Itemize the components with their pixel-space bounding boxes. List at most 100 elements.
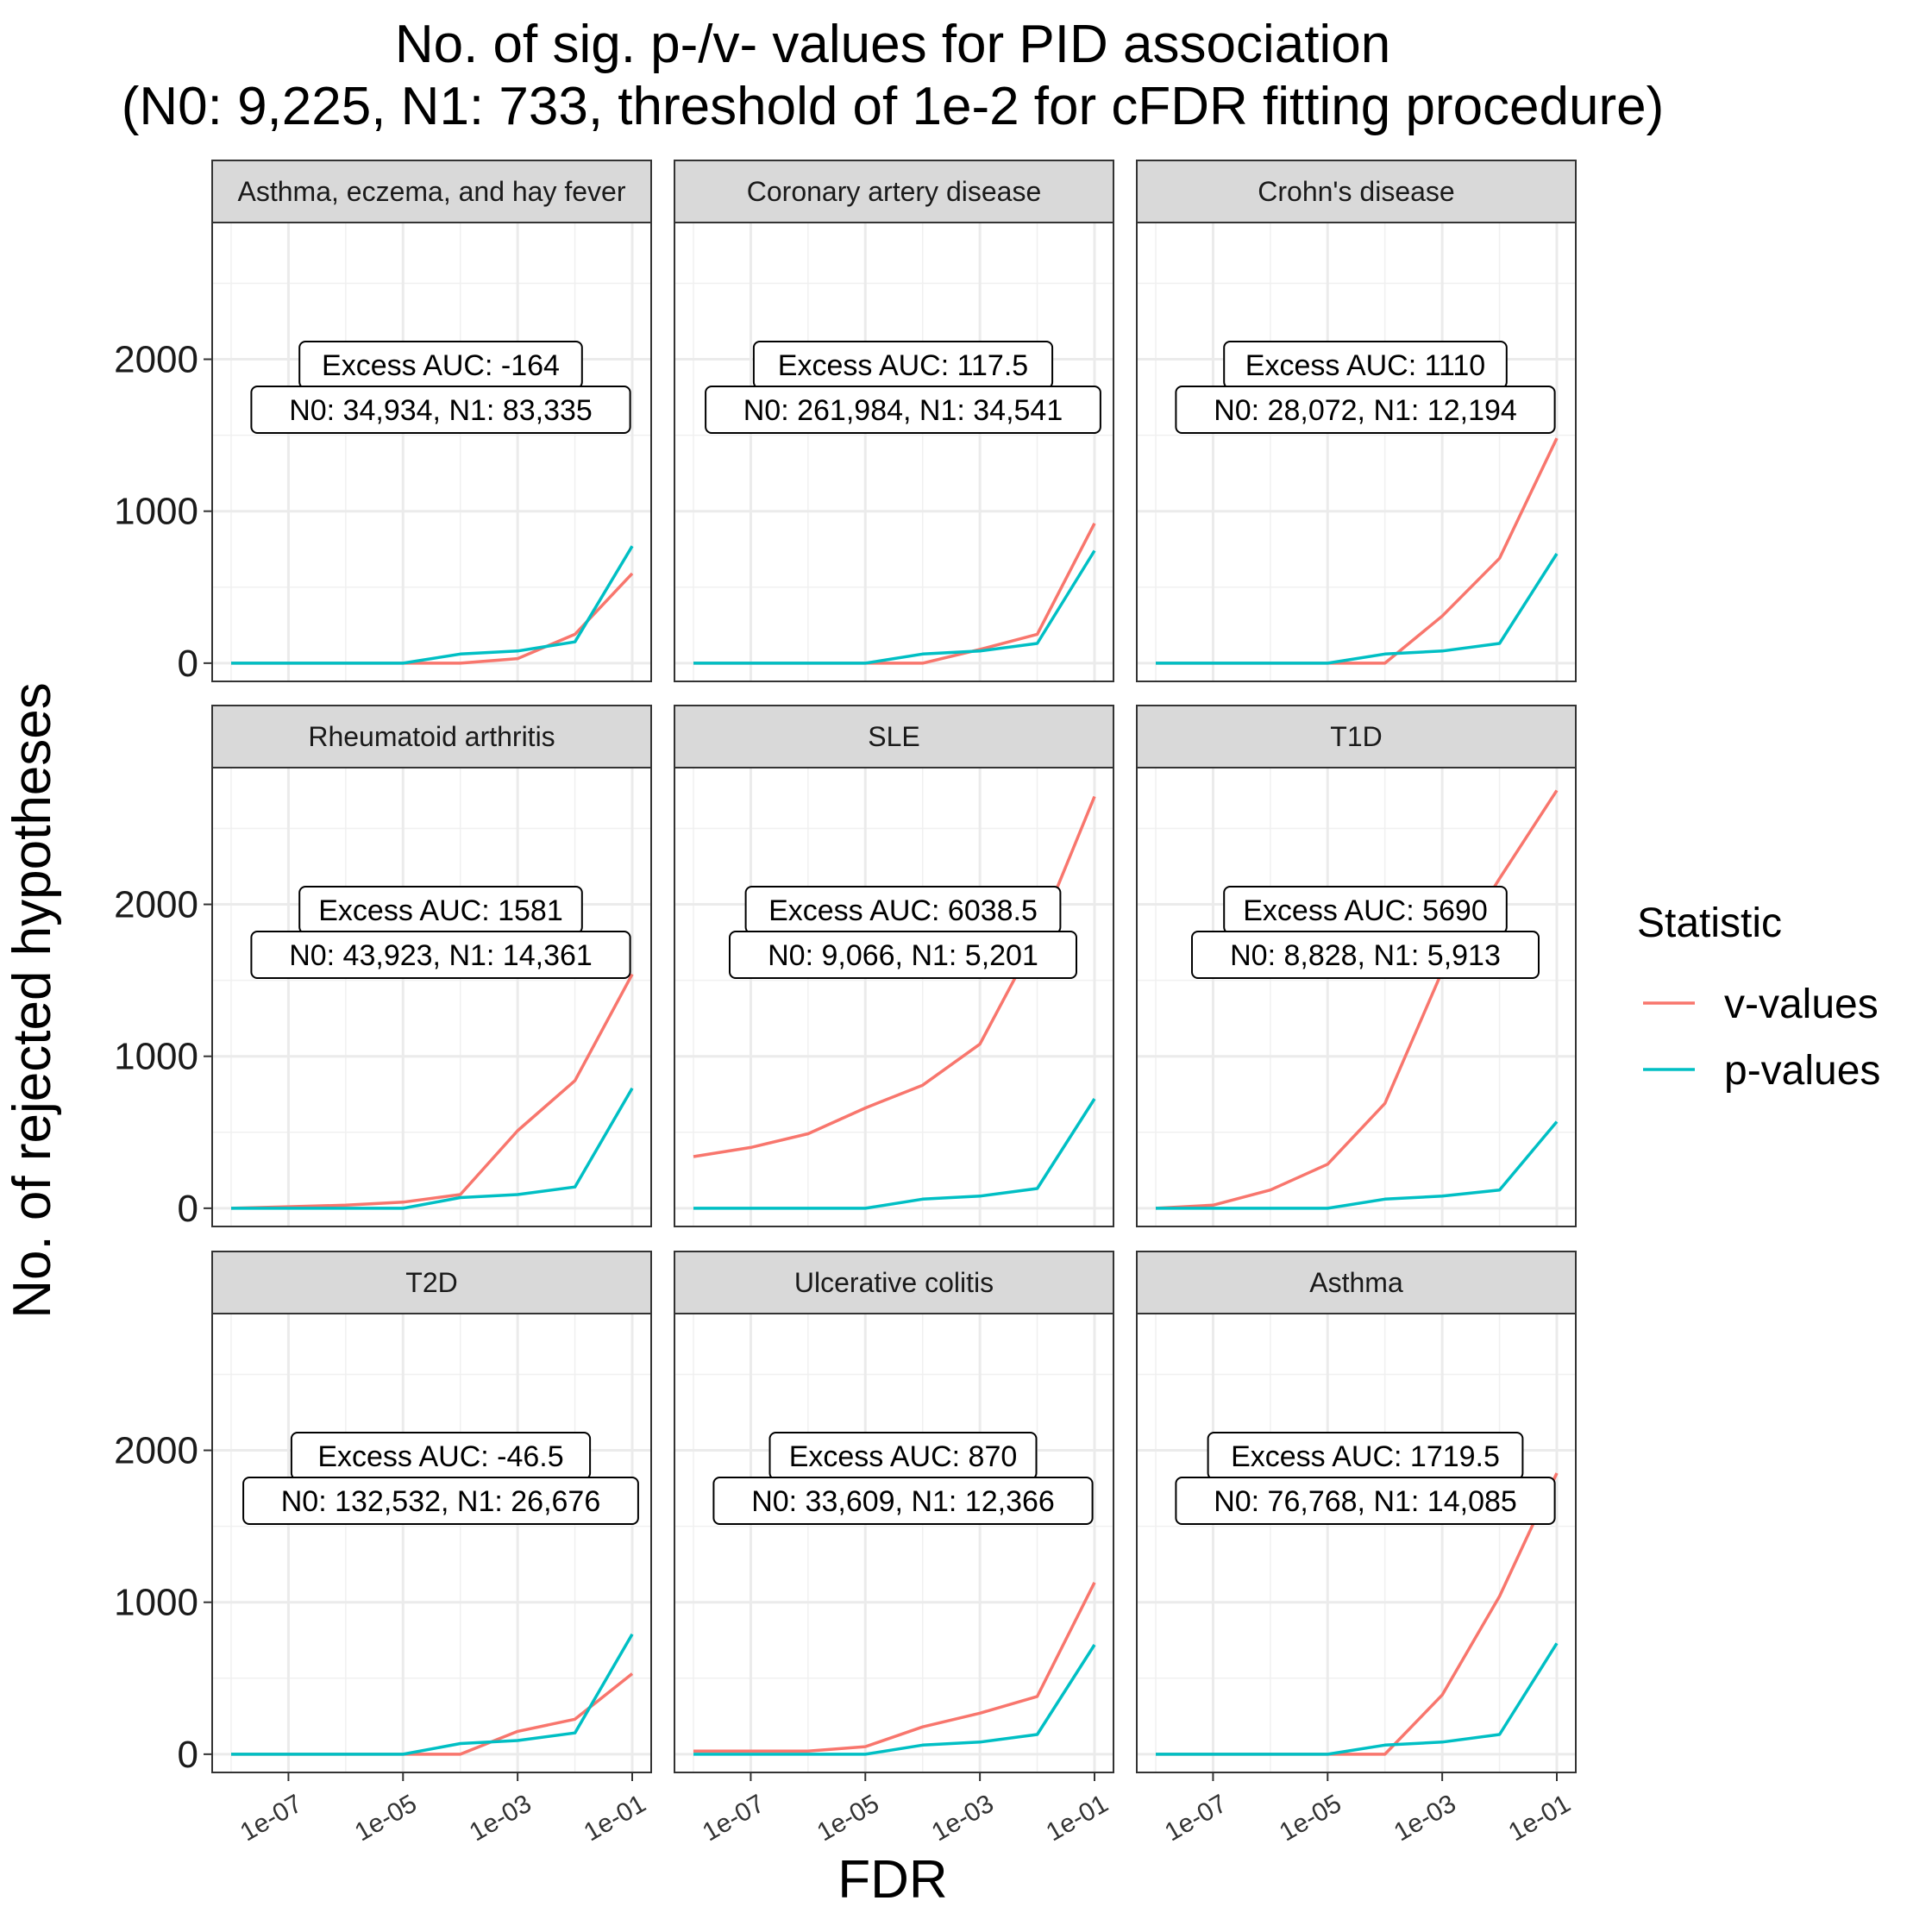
series-line-p-values (231, 1087, 634, 1210)
annotation-text: N0: 43,923, N1: 14,361 (289, 939, 593, 972)
annotation-text: N0: 28,072, N1: 12,194 (1214, 394, 1517, 427)
series-line-p-values (231, 1633, 634, 1756)
panel-border (211, 767, 652, 1227)
annotation-label: N0: 43,923, N1: 14,361 (250, 931, 631, 979)
x-tick-label: 1e-01 (1042, 1789, 1113, 1847)
annotation-text: Excess AUC: -46.5 (317, 1440, 563, 1473)
legend: Statistic v-values p-values (1637, 900, 1880, 1094)
facet-label: Ulcerative colitis (794, 1267, 994, 1298)
annotation-text: Excess AUC: 1110 (1245, 349, 1485, 382)
facet-panel: Asthma, eczema, and hay fever Excess AUC:… (114, 160, 652, 685)
panel-border (674, 222, 1114, 682)
facet-label: Coronary artery disease (747, 176, 1041, 207)
panel-border (211, 1313, 652, 1773)
x-tick-label: 1e-03 (927, 1789, 999, 1847)
facet-label: Crohn's disease (1258, 176, 1454, 207)
facet-panel: Rheumatoid arthritis Excess AUC: 1581 N0: … (114, 705, 652, 1230)
facet-panel: SLE Excess AUC: 6038.5 N0: 9,066, N1: 5,20… (674, 705, 1114, 1227)
annotation-label: Excess AUC: -164 (298, 341, 583, 389)
facet-strip (211, 1251, 652, 1314)
panel-border (1136, 222, 1577, 682)
annotation-text: Excess AUC: -164 (322, 349, 560, 382)
facet-panels: Asthma, eczema, and hay fever Excess AUC:… (114, 160, 1577, 1847)
annotation-text: Excess AUC: 117.5 (778, 349, 1028, 382)
plot-background (1137, 223, 1576, 681)
series-line-v-values (230, 973, 634, 1210)
annotation-box (705, 386, 1101, 434)
y-tick-label: 2000 (114, 339, 198, 381)
annotation-label: Excess AUC: 1719.5 (1207, 1432, 1524, 1480)
plot-background (674, 223, 1113, 681)
plot-background (212, 223, 651, 681)
annotation-text: Excess AUC: 6038.5 (768, 894, 1038, 927)
annotation-label: N0: 132,532, N1: 26,676 (242, 1477, 639, 1525)
facet-label: Asthma, eczema, and hay fever (238, 176, 626, 207)
x-tick-label: 1e-03 (1389, 1789, 1461, 1847)
panel-border (211, 222, 652, 682)
annotation-label: N0: 261,984, N1: 34,541 (705, 386, 1101, 434)
facet-strip (211, 705, 652, 768)
series-line-p-values (231, 545, 634, 665)
series-line-p-values (1156, 1642, 1559, 1756)
series-line-p-values (1156, 553, 1559, 665)
facet-label: T2D (405, 1267, 457, 1298)
facet-strip (674, 705, 1114, 768)
annotation-text: N0: 8,828, N1: 5,913 (1230, 939, 1501, 972)
legend-item: p-values (1643, 1048, 1880, 1094)
chart-title-line-1: No. of sig. p-/v- values for PID associa… (395, 15, 1390, 74)
annotation-label: Excess AUC: 5690 (1223, 886, 1508, 934)
annotation-text: N0: 33,609, N1: 12,366 (751, 1485, 1055, 1518)
annotation-box (242, 1477, 639, 1525)
facet-strip (1136, 160, 1577, 223)
annotation-box (250, 386, 631, 434)
annotation-label: N0: 76,768, N1: 14,085 (1175, 1477, 1556, 1525)
legend-item: v-values (1643, 982, 1879, 1027)
facet-panel: Coronary artery disease Excess AUC: 117.5… (674, 160, 1114, 682)
x-tick-label: 1e-01 (1504, 1789, 1576, 1847)
annotation-label: N0: 28,072, N1: 12,194 (1175, 386, 1556, 434)
x-tick-label: 1e-07 (235, 1789, 307, 1847)
annotation-label: Excess AUC: 117.5 (752, 341, 1054, 389)
series-line-p-values (693, 1098, 1096, 1210)
annotation-text: Excess AUC: 870 (789, 1440, 1018, 1473)
panel-border (674, 1313, 1114, 1773)
annotation-label: N0: 8,828, N1: 5,913 (1191, 931, 1540, 979)
annotation-label: N0: 34,934, N1: 83,335 (250, 386, 631, 434)
facet-label: T1D (1330, 721, 1382, 752)
plot-background (674, 768, 1113, 1226)
plot-background (212, 768, 651, 1226)
plot-background (212, 1314, 651, 1772)
x-tick-label: 1e-03 (465, 1789, 536, 1847)
annotation-text: N0: 261,984, N1: 34,541 (743, 394, 1063, 427)
annotation-label: Excess AUC: -46.5 (290, 1432, 592, 1480)
facet-label: Asthma (1309, 1267, 1403, 1298)
annotation-label: Excess AUC: 870 (768, 1432, 1038, 1480)
plot-background (1137, 1314, 1576, 1772)
annotation-text: Excess AUC: 1719.5 (1231, 1440, 1500, 1473)
panel-border (1136, 1313, 1577, 1773)
facet-label: SLE (868, 721, 919, 752)
annotation-box (729, 931, 1077, 979)
annotation-text: N0: 76,768, N1: 14,085 (1214, 1485, 1517, 1518)
x-tick-label: 1e-05 (812, 1789, 884, 1847)
y-tick-label: 0 (178, 643, 198, 685)
facet-strip (1136, 1251, 1577, 1314)
facet-panel: T2D Excess AUC: -46.5 N0: 132,532, N1: 26,… (114, 1251, 652, 1847)
annotation-text: N0: 9,066, N1: 5,201 (768, 939, 1038, 972)
facet-panel: T1D Excess AUC: 5690 N0: 8,828, N1: 5,913 (1136, 705, 1577, 1227)
y-tick-label: 1000 (114, 491, 198, 533)
y-tick-label: 2000 (114, 1430, 198, 1472)
facet-strip (674, 160, 1114, 223)
facet-strip (211, 160, 652, 223)
annotation-label: Excess AUC: 1581 (298, 886, 583, 934)
annotation-text: Excess AUC: 1581 (318, 894, 562, 927)
plot-background (1137, 768, 1576, 1226)
x-tick-label: 1e-05 (350, 1789, 422, 1847)
annotation-text: N0: 34,934, N1: 83,335 (289, 394, 593, 427)
facet-label: Rheumatoid arthritis (308, 721, 555, 752)
x-tick-label: 1e-07 (1160, 1789, 1232, 1847)
series-line-p-values (1156, 1120, 1559, 1210)
legend-label: p-values (1724, 1048, 1880, 1094)
annotation-box (712, 1477, 1094, 1525)
